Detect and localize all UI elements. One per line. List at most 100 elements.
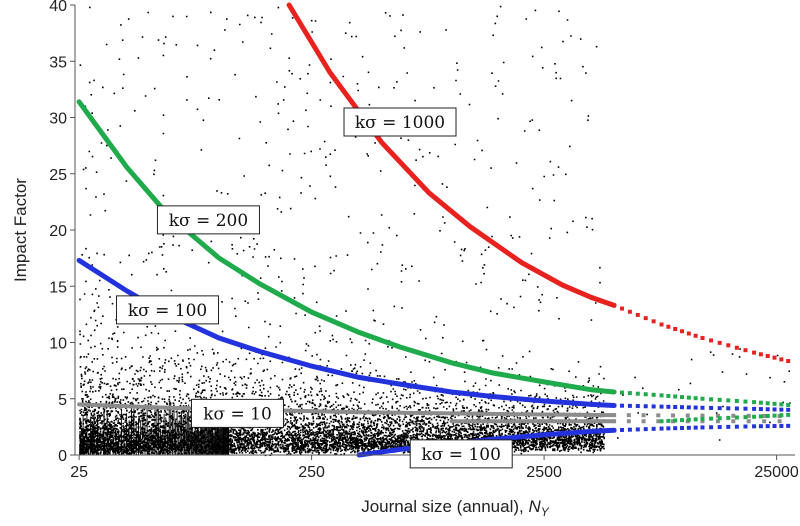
x-axis-title-variable: N (528, 497, 541, 516)
curve-k-sigma-100-lower (356, 423, 791, 458)
curve-k-sigma-100-upper-dot (734, 406, 739, 411)
k-sigma-1000-label-box (343, 107, 457, 137)
curve-k-sigma-100-upper-dot (673, 405, 678, 409)
curve-k-sigma-100-upper-dot (627, 403, 632, 408)
curve-k-sigma-200-upper-dot (627, 391, 632, 396)
curve-k-sigma-1000-upper-dot (743, 348, 748, 353)
curve-k-sigma-100-lower-dot (752, 424, 757, 429)
curve-k-sigma-200-upper-dot (643, 392, 648, 397)
curve-k-sigma-100-lower-dot (772, 424, 777, 429)
curve-k-sigma-100-lower-dot (659, 426, 664, 431)
curve-k-sigma-10-upper-dot (700, 413, 705, 418)
curve-k-sigma-100-lower-dot (734, 424, 739, 429)
k-sigma-200-label-text: kσ = 200 (169, 211, 248, 231)
curve-k-sigma-1000-upper-dot (758, 352, 763, 357)
curve-k-sigma-100-upper-dot (743, 406, 748, 411)
curve-k-sigma-1000-upper-dot (734, 345, 739, 350)
x-tick-label: 250 (298, 464, 325, 481)
curve-k-sigma-100-lower-dot (743, 424, 748, 429)
curve-k-sigma-10-upper-dot (612, 413, 617, 418)
curve-k-sigma-100-lower-dot (786, 423, 791, 428)
curve-k-sigma-1000-upper-dot (635, 312, 640, 317)
y-tick-label: 15 (49, 279, 67, 296)
curve-k-sigma-100-lower-dot (619, 427, 624, 432)
curve-k-sigma-200-upper-dot (673, 394, 678, 399)
curve-k-sigma-100-lower-dot (717, 425, 722, 430)
k-sigma-10-label-text: kσ = 10 (203, 404, 272, 424)
curve-k-sigma-100-upper-dot (786, 407, 791, 412)
curve-k-sigma-10-lower-dot (731, 419, 736, 424)
curve-k-sigma-100-upper-dot (686, 405, 691, 410)
curve-k-sigma-10-upper-dot (746, 413, 751, 418)
curve-k-sigma-1000-upper-dot (612, 303, 617, 308)
curve-k-sigma-1000-upper-dot (772, 355, 777, 360)
curve-k-sigma-100-upper-dot (752, 406, 757, 411)
curve-k-sigma-100-lower-dot (765, 424, 770, 429)
curve-k-sigma-10-upper-line (77, 402, 617, 418)
curve-k-sigma-10-lower-dot (656, 419, 661, 424)
curve-k-sigma-10-upper-dot (685, 413, 690, 418)
curve-k-sigma-200-upper-dot (680, 395, 685, 400)
curve-k-sigma-100-upper-dot (666, 404, 671, 409)
curve-k-sigma-200-lower-dot (693, 417, 698, 422)
y-tick-label: 20 (49, 223, 67, 240)
curve-k-sigma-200-lower-dot (779, 413, 784, 418)
curve-k-sigma-200-lower-dot (659, 419, 664, 424)
curve-k-sigma-200-upper-dot (758, 400, 763, 405)
curve-k-sigma-100-upper-dot (758, 407, 763, 412)
curve-k-sigma-200-upper-dot (765, 401, 770, 406)
curve-k-sigma-1000-upper-line (286, 2, 617, 308)
curve-k-sigma-100-upper-dot (709, 405, 714, 410)
curve-k-sigma-200-lower-dot (673, 418, 678, 423)
curve-k-sigma-200-lower-dot (786, 412, 791, 417)
curve-k-sigma-1000-upper (286, 2, 791, 364)
curve-k-sigma-100-lower-dot (726, 424, 731, 429)
x-tick-label: 2500 (526, 464, 562, 481)
curve-k-sigma-1000-upper-dot (666, 324, 671, 329)
k-sigma-100-upper-label: kσ = 100 (116, 295, 220, 325)
curve-k-sigma-10-lower-dot (671, 419, 676, 424)
x-axis-title: Journal size (annual), NY (361, 497, 550, 519)
curve-labels: kσ = 1000 kσ = 200 kσ = 100 kσ = 10 kσ = 100 (116, 107, 513, 469)
curve-k-sigma-1000-upper-dot (709, 338, 714, 343)
curve-k-sigma-10-lower (449, 419, 782, 424)
curve-k-sigma-1000-upper-dot (779, 357, 784, 362)
curve-k-sigma-200-lower-dot (700, 417, 705, 421)
curve-k-sigma-200-upper-dot (743, 399, 748, 404)
k-sigma-100-upper-label-text: kσ = 100 (128, 301, 207, 321)
curve-k-sigma-200-upper-dot (772, 401, 777, 406)
k-sigma-1000-label: kσ = 1000 (343, 107, 457, 137)
curve-k-sigma-100-upper-dot (726, 406, 731, 411)
curve-k-sigma-100-lower-dot (693, 425, 698, 430)
curve-k-sigma-100-upper (76, 257, 791, 412)
curve-k-sigma-100-upper-dot (779, 407, 784, 412)
curve-k-sigma-100-lower-dot (673, 426, 678, 431)
curve-k-sigma-100-lower-dot (643, 427, 648, 432)
curve-k-sigma-1000-upper-dot (717, 340, 722, 345)
x-axis-title-subscript: Y (541, 505, 550, 519)
curve-k-sigma-100-upper-dot (619, 403, 624, 408)
curve-k-sigma-1000-upper-dot (752, 350, 757, 355)
k-sigma-200-label-box (156, 205, 260, 235)
curve-k-sigma-200-upper-dot (666, 393, 671, 398)
curve-k-sigma-200-lower-dot (726, 415, 731, 420)
k-sigma-1000-label-text: kσ = 1000 (355, 113, 445, 133)
y-axis-title: Impact Factor (11, 178, 30, 282)
curve-k-sigma-100-upper-dot (635, 404, 640, 409)
curve-k-sigma-1000-upper-dot (619, 306, 624, 311)
y-tick-label: 25 (49, 167, 67, 184)
curve-k-sigma-200-upper-dot (612, 390, 617, 394)
curve-k-sigma-1000-upper-dot (659, 322, 664, 327)
curve-k-sigma-100-upper-dot (680, 405, 685, 410)
curve-k-sigma-100-lower-dot (635, 427, 640, 432)
k-sigma-10-label: kσ = 10 (191, 398, 285, 428)
y-tick-label: 5 (58, 392, 67, 409)
curve-k-sigma-200-upper-dot (786, 402, 791, 407)
curve-k-sigma-100-lower-dot (709, 425, 714, 430)
curve-k-sigma-10-upper-dot (715, 413, 720, 418)
curve-k-sigma-10-lower-dot (777, 419, 782, 424)
curve-k-sigma-100-lower-dot (627, 427, 632, 432)
scatter-points (79, 5, 791, 457)
curve-k-sigma-100-upper-dot (651, 404, 656, 409)
